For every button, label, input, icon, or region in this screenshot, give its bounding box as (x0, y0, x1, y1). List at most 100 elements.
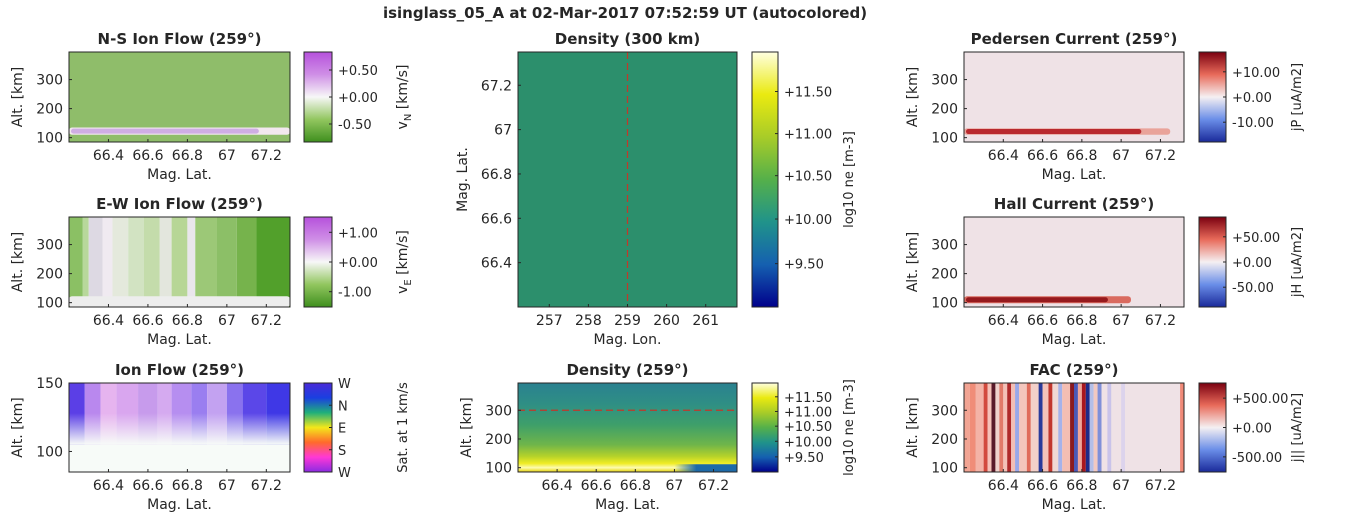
chart-title: Ion Flow (259°) (115, 361, 244, 379)
colorbar-tick-label: N (338, 399, 348, 414)
heatmap-column (1007, 383, 1012, 472)
x-tick-label: 66.4 (93, 148, 124, 164)
y-axis-label: Alt. [km] (10, 67, 26, 128)
heatmap-column (1011, 383, 1016, 472)
x-tick-label: 66.8 (172, 313, 203, 329)
plot-area (69, 52, 290, 142)
heatmap-column (1015, 383, 1019, 472)
colorbar-tick-label: +1.00 (338, 226, 378, 241)
heatmap-column (1070, 383, 1074, 472)
heatmap-column (1052, 383, 1059, 472)
x-tick-label: 67 (666, 478, 684, 494)
heatmap-background (69, 52, 290, 142)
x-axis-label: Mag. Lon. (594, 332, 662, 348)
x-tick-label: 67.2 (251, 313, 282, 329)
plot-area (69, 217, 290, 307)
colorbar-tick-label: +11.00 (784, 405, 832, 420)
x-tick-label: 66.4 (93, 313, 124, 329)
low-altitude-region (69, 444, 290, 472)
y-axis-label: Alt. [km] (905, 397, 921, 458)
x-tick-label: 66.6 (132, 478, 163, 494)
x-tick-label: 66.6 (1027, 148, 1058, 164)
heatmap-column (975, 383, 984, 472)
colorbar-tick-label: +50.00 (1232, 231, 1280, 246)
heatmap-column (1038, 383, 1043, 472)
heatmap-column (88, 217, 103, 307)
x-tick-label: 66.6 (132, 148, 163, 164)
x-tick-label: 67.2 (698, 478, 729, 494)
y-tick-label: 300 (485, 403, 512, 419)
heatmap-column (964, 383, 970, 472)
x-tick-label: 66.4 (542, 478, 573, 494)
heatmap-band-core (966, 297, 1108, 303)
x-axis-label: Mag. Lat. (1042, 167, 1107, 183)
figure-title: isinglass_05_A at 02-Mar-2017 07:52:59 U… (383, 4, 867, 22)
panel-ns: 66.4 66.6 66.8 67 67.2 100 200 300 N-S Ion Flow … (10, 30, 414, 183)
heatmap-column (143, 217, 160, 307)
chart-title: E-W Ion Flow (259°) (96, 195, 263, 213)
colorbar (1198, 51, 1227, 143)
colorbar (751, 382, 779, 473)
y-axis-label: Alt. [km] (905, 232, 921, 293)
fade-region (69, 413, 290, 445)
plot-area (69, 383, 290, 472)
colorbar-label: log10 ne [m-3] (842, 379, 857, 476)
colorbar-tick-label: +0.50 (338, 64, 378, 79)
heatmap-column (1026, 383, 1031, 472)
heatmap-column (1097, 383, 1102, 472)
x-tick-label: 66.8 (172, 478, 203, 494)
colorbar-tick-label: E (338, 422, 346, 437)
heatmap-column (983, 383, 988, 472)
colorbar-label: log10 ne [m-3] (842, 131, 857, 228)
x-tick-label: 67 (218, 313, 236, 329)
chart-title: FAC (259°) (1030, 361, 1119, 379)
colorbar-label: jH [uA/m2] (1290, 227, 1305, 298)
x-tick-label: 67 (1112, 478, 1130, 494)
heatmap-column (1089, 383, 1094, 472)
y-tick-label: 67.2 (481, 78, 512, 94)
heatmap-band (69, 296, 290, 307)
chart-title: Pedersen Current (259°) (971, 30, 1178, 48)
heatmap-column (1048, 383, 1053, 472)
colorbar-label: vE [km/s] (395, 230, 414, 294)
heatmap-background (964, 217, 1184, 307)
heatmap-column (1121, 383, 1126, 472)
x-tick-label: 67.2 (1145, 148, 1176, 164)
axes-frame (68, 216, 291, 308)
heatmap-column (987, 383, 992, 472)
panel-ew: 66.4 66.6 66.8 67 67.2 100 200 300 E-W Ion Flow … (10, 195, 414, 348)
heatmap-column (69, 217, 83, 307)
heatmap-column (112, 217, 129, 307)
heatmap-band-core (71, 128, 259, 134)
x-axis-label: Mag. Lat. (1042, 332, 1107, 348)
heatmap-column (1081, 383, 1086, 472)
colorbar-tick-label: +0.00 (338, 256, 378, 271)
colorbar-tick-label: +10.00 (784, 213, 832, 228)
y-tick-label: 100 (485, 461, 512, 477)
x-tick-label: 66.6 (1027, 313, 1058, 329)
heatmap-column (1101, 383, 1108, 472)
chart-title: N-S Ion Flow (259°) (98, 30, 262, 48)
y-tick-label: 300 (36, 238, 63, 254)
x-tick-label: 258 (575, 313, 602, 329)
x-tick-label: 67 (218, 148, 236, 164)
x-tick-label: 67 (1112, 313, 1130, 329)
colorbar (751, 51, 779, 308)
y-tick-label: 300 (931, 73, 958, 89)
colorbar-label: vN [km/s] (395, 65, 414, 130)
colorbar (303, 216, 333, 308)
colorbar (303, 382, 333, 473)
y-axis-label: Alt. [km] (905, 67, 921, 128)
axes-frame (517, 382, 738, 473)
x-tick-label: 66.6 (581, 478, 612, 494)
x-tick-label: 259 (614, 313, 641, 329)
y-tick-label: 150 (36, 376, 63, 392)
x-axis-label: Mag. Lat. (147, 497, 212, 513)
y-tick-label: 100 (36, 296, 63, 312)
colorbar-tick-label: +9.50 (784, 258, 824, 273)
panel-hall: 66.4 66.6 66.8 67 67.2 100 200 300 Hall Current … (905, 195, 1305, 348)
y-axis-label: Mag. Lat. (455, 147, 471, 212)
heatmap-column (999, 383, 1004, 472)
